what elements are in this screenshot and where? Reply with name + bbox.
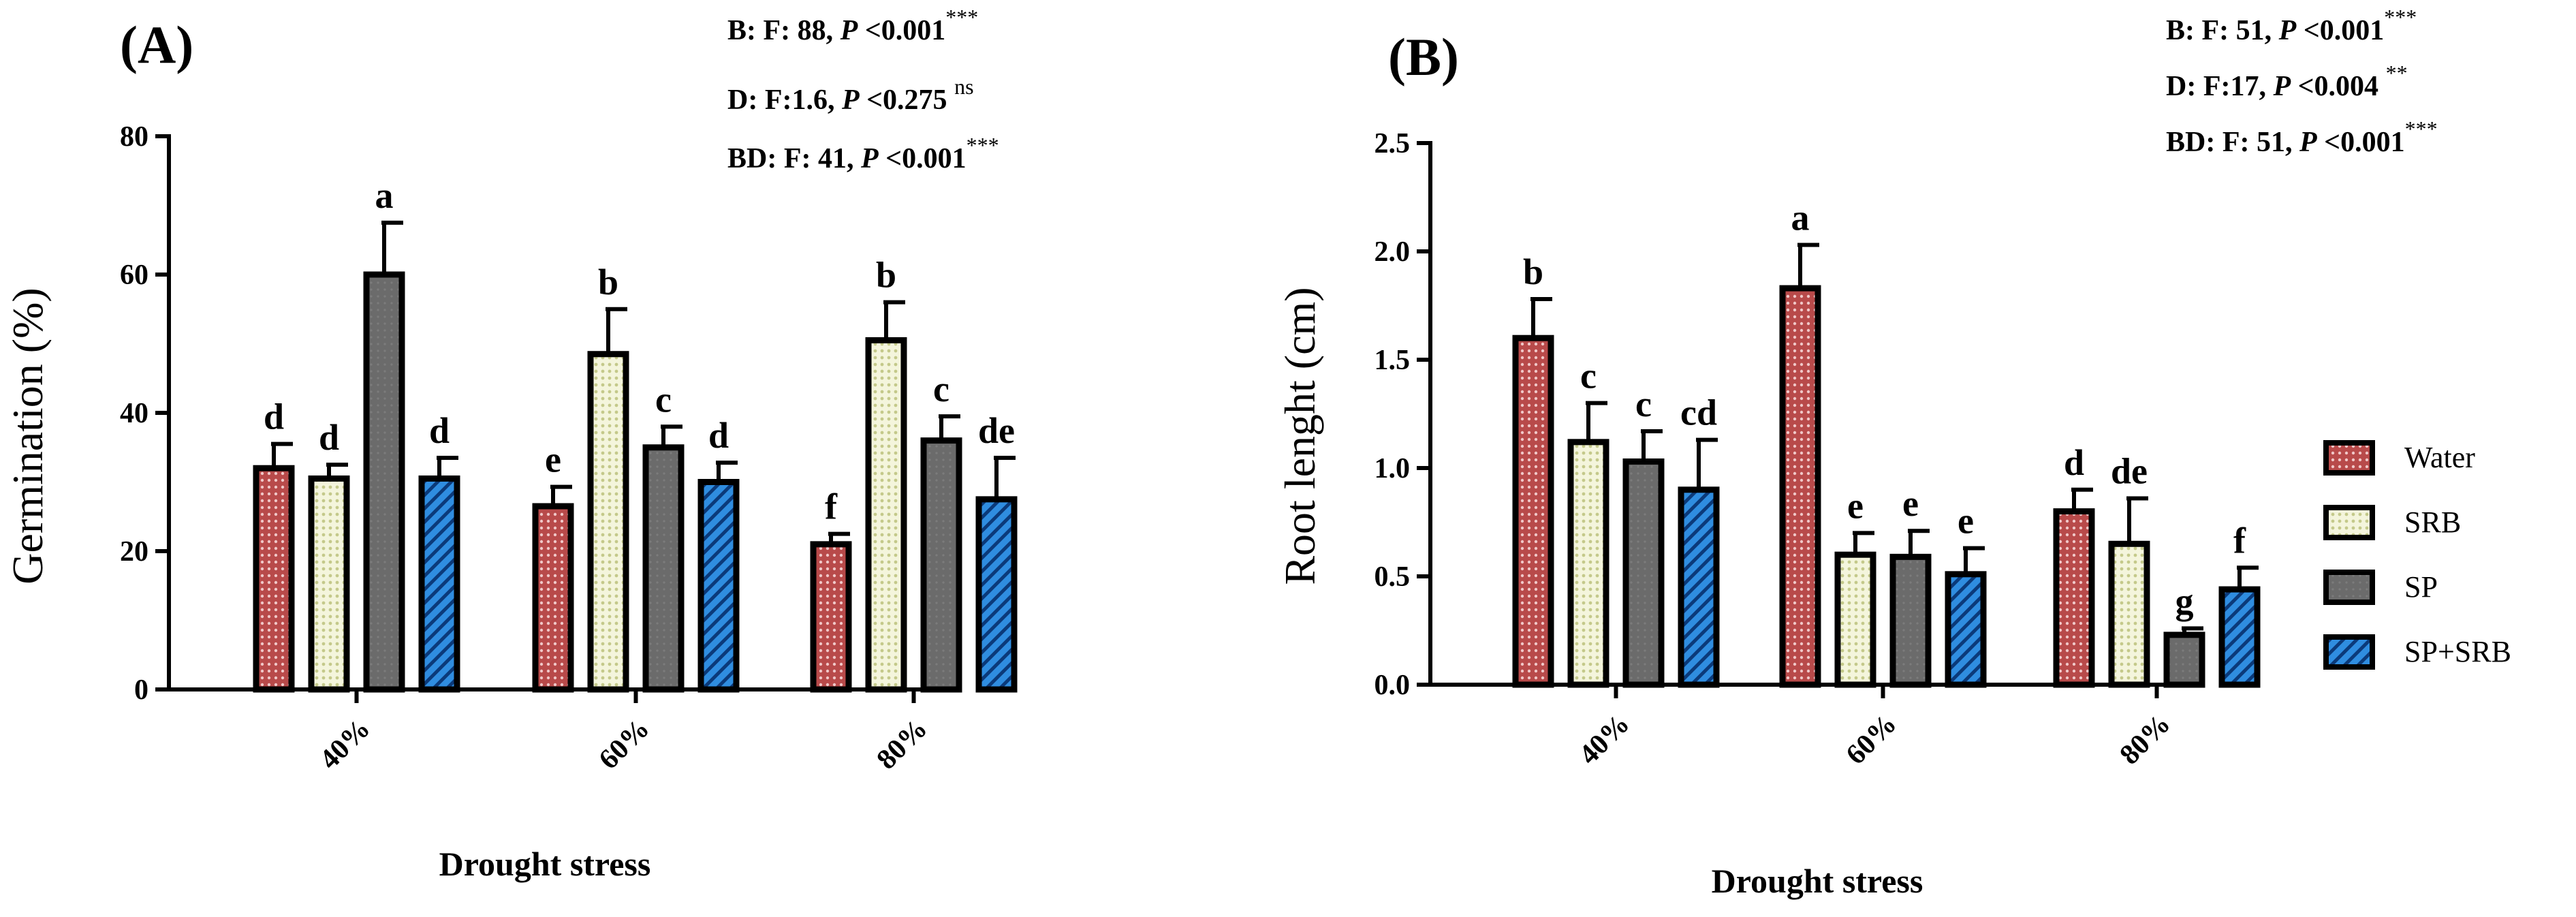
panel-b-y-axis-title: Root lenght (cm) bbox=[1276, 287, 1324, 585]
y-tick-label: 40 bbox=[120, 398, 148, 429]
bar-sp-1 bbox=[642, 444, 685, 693]
bar-srb-2 bbox=[865, 337, 907, 693]
panel-b-chart: (B) Root lenght (cm) Drought stress B: F… bbox=[1276, 5, 2438, 900]
y-tick-label: 1.5 bbox=[1375, 345, 1411, 376]
panel-a-x-axis-title: Drought stress bbox=[439, 845, 651, 883]
x-tick-label: 40% bbox=[314, 713, 377, 776]
bar-sp-0 bbox=[1622, 458, 1665, 688]
y-tick-label: 80 bbox=[120, 121, 148, 153]
legend-label-water: Water bbox=[2404, 441, 2475, 474]
sig-letter-srb-2: de bbox=[2111, 451, 2148, 492]
sig-letter-water-0: b bbox=[1523, 251, 1543, 292]
x-tick-label: 60% bbox=[593, 713, 656, 776]
panel-b-stats: B: F: 51, P <0.001*** D: F:17, P <0.004 *… bbox=[2166, 5, 2438, 158]
bar-water-1 bbox=[1779, 285, 1821, 688]
bar-sp-1 bbox=[1889, 553, 1932, 688]
panel-b-x-axis-title: Drought stress bbox=[1712, 862, 1923, 900]
sig-letter-sp-0: c bbox=[1635, 384, 1652, 424]
sig-letter-srb-0: d bbox=[319, 417, 339, 458]
bar-sp-2 bbox=[920, 437, 962, 693]
panel-a-stats: B: F: 88, P <0.001*** D: F:1.6, P <0.275 … bbox=[727, 5, 999, 174]
sig-letter-sp-srb-1: e bbox=[1958, 501, 1974, 542]
stat-line: D: F:1.6, P <0.275 ns bbox=[727, 74, 974, 116]
bar-sp-srb-1 bbox=[697, 479, 740, 693]
bar-srb-1 bbox=[1834, 551, 1876, 688]
sig-letter-sp-2: c bbox=[933, 369, 949, 409]
bar-water-2 bbox=[2053, 508, 2095, 688]
sig-letter-sp-0: a bbox=[375, 175, 394, 216]
y-tick-label: 1.0 bbox=[1375, 453, 1411, 484]
legend-swatch-sp-srb bbox=[2323, 634, 2375, 670]
sig-letter-sp-1: e bbox=[1902, 483, 1919, 524]
sig-letter-srb-0: c bbox=[1580, 356, 1597, 397]
sig-letter-sp-2: g bbox=[2176, 580, 2194, 621]
sig-letter-water-1: a bbox=[1791, 197, 1810, 238]
stat-line: BD: F: 41, P <0.001*** bbox=[727, 133, 999, 174]
y-tick-label: 20 bbox=[120, 536, 148, 568]
panel-a-y-axis-title: Germination (%) bbox=[3, 287, 52, 584]
panel-a-chart: (A) Germination (%) Drought stress B: F:… bbox=[3, 5, 1018, 883]
sig-letter-srb-1: e bbox=[1847, 485, 1864, 526]
x-tick-label: 80% bbox=[871, 713, 934, 776]
bar-srb-2 bbox=[2108, 540, 2150, 688]
y-tick-label: 2.5 bbox=[1375, 128, 1411, 159]
bar-srb-0 bbox=[1567, 439, 1609, 688]
sig-letter-water-0: d bbox=[264, 397, 284, 437]
bar-sp-0 bbox=[363, 271, 405, 693]
x-tick-label: 80% bbox=[2114, 709, 2177, 771]
y-tick-label: 2.0 bbox=[1375, 236, 1411, 268]
x-tick-label: 60% bbox=[1840, 709, 1903, 771]
y-tick-label: 0 bbox=[134, 674, 148, 706]
bar-water-1 bbox=[532, 503, 574, 693]
sig-letter-water-2: d bbox=[2064, 442, 2084, 483]
bar-srb-0 bbox=[308, 475, 350, 693]
sig-letter-sp-1: c bbox=[655, 379, 672, 420]
panel-a-label: (A) bbox=[120, 15, 193, 74]
sig-letter-sp-srb-0: d bbox=[429, 410, 450, 451]
stat-line: B: F: 88, P <0.001*** bbox=[727, 5, 978, 46]
legend-swatch-water bbox=[2323, 440, 2375, 476]
legend: Water SRB SP SP+SRB bbox=[2323, 440, 2511, 670]
legend-label-sp-srb: SP+SRB bbox=[2404, 635, 2511, 668]
legend-swatch-srb bbox=[2323, 505, 2375, 540]
sig-letter-water-2: f bbox=[825, 486, 838, 527]
panel-b-bars: b a d c e de c e g cd e f bbox=[1512, 197, 2261, 688]
bar-sp-srb-2 bbox=[2218, 586, 2261, 688]
legend-swatch-sp bbox=[2323, 570, 2375, 605]
legend-label-sp: SP bbox=[2404, 570, 2438, 604]
sig-letter-sp-srb-0: cd bbox=[1680, 392, 1717, 433]
bar-srb-1 bbox=[587, 351, 629, 693]
bar-water-0 bbox=[253, 465, 295, 693]
bar-sp-2 bbox=[2163, 632, 2205, 688]
bar-sp-srb-2 bbox=[975, 496, 1018, 693]
legend-label-srb: SRB bbox=[2404, 506, 2461, 539]
bar-sp-srb-1 bbox=[1945, 571, 1987, 688]
stat-line: B: F: 51, P <0.001*** bbox=[2166, 5, 2417, 46]
bar-sp-srb-0 bbox=[418, 475, 460, 693]
bar-water-2 bbox=[810, 541, 852, 693]
panel-b-label: (B) bbox=[1388, 27, 1459, 87]
sig-letter-water-1: e bbox=[545, 439, 561, 480]
stat-line: BD: F: 51, P <0.001*** bbox=[2166, 116, 2438, 158]
x-tick-label: 40% bbox=[1573, 709, 1636, 771]
y-tick-label: 0.5 bbox=[1375, 561, 1411, 593]
sig-letter-srb-2: b bbox=[876, 255, 896, 296]
sig-letter-sp-srb-2: f bbox=[2233, 520, 2246, 561]
y-tick-label: 60 bbox=[120, 260, 148, 291]
sig-letter-srb-1: b bbox=[598, 262, 618, 302]
bar-sp-srb-0 bbox=[1678, 486, 1720, 688]
y-tick-label: 0.0 bbox=[1375, 670, 1411, 701]
bar-water-0 bbox=[1512, 335, 1554, 688]
sig-letter-sp-srb-1: d bbox=[708, 415, 729, 456]
sig-letter-sp-srb-2: de bbox=[978, 410, 1015, 451]
stat-line: D: F:17, P <0.004 ** bbox=[2166, 61, 2408, 102]
